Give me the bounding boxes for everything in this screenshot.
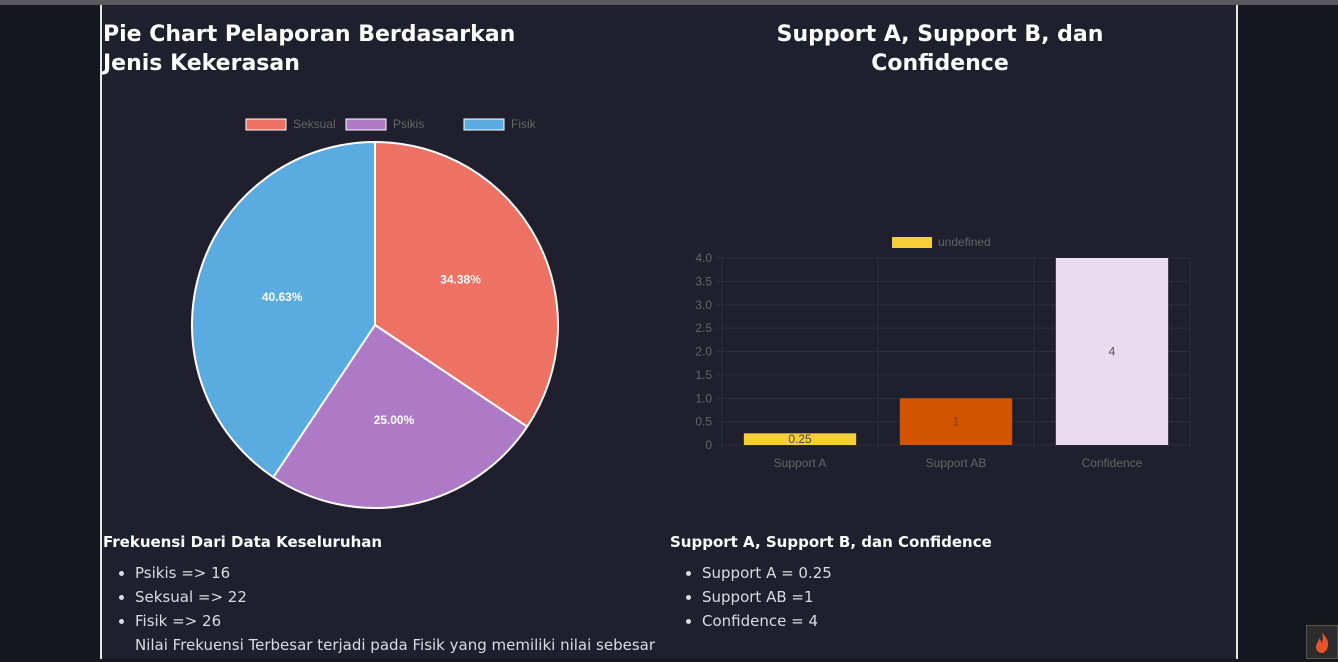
y-tick-label: 4.0	[695, 251, 712, 265]
flame-icon[interactable]	[1306, 625, 1338, 659]
pie-chart[interactable]: Seksual Psikis Fisik 34.38% 25.00% 40.63%	[180, 110, 570, 515]
legend-swatch[interactable]	[892, 237, 932, 248]
x-tick-label: Confidence	[1082, 456, 1143, 470]
legend-swatch-psikis[interactable]	[345, 118, 387, 131]
x-tick-label: Support A	[774, 456, 827, 470]
pie-label-seksual: 34.38%	[440, 272, 481, 286]
y-tick-label: 2.5	[695, 321, 712, 335]
legend-label[interactable]: undefined	[938, 235, 991, 249]
bar-chart-title: Support A, Support B, dan Confidence	[776, 22, 1104, 76]
y-tick-label: 3.5	[695, 274, 712, 288]
frequency-note: Nilai Frekuensi Terbesar terjadi pada Fi…	[135, 636, 656, 654]
browser-top-bar	[0, 0, 1338, 5]
support-heading: Support A, Support B, dan Confidence	[670, 533, 992, 551]
y-tick-label: 2.0	[695, 345, 712, 359]
bar-confidence[interactable]	[1055, 258, 1169, 445]
y-tick-label: 0	[705, 438, 712, 452]
list-item: Fisik => 26	[135, 609, 247, 633]
y-tick-label: 3.0	[695, 298, 712, 312]
pie-slice-psikis[interactable]	[271, 323, 529, 509]
bar-data-label: 0.25	[788, 432, 812, 446]
legend-swatch-seksual[interactable]	[245, 118, 287, 131]
bar-data-label: 1	[953, 415, 960, 429]
legend-swatch-fisik[interactable]	[463, 118, 505, 131]
pie-label-psikis: 25.00%	[374, 413, 415, 427]
y-tick-label: 1.5	[695, 368, 712, 382]
bar-support-ab[interactable]	[899, 398, 1013, 445]
frequency-list: Psikis => 16 Seksual => 22 Fisik => 26	[101, 561, 247, 633]
support-list: Support A = 0.25 Support AB =1 Confidenc…	[668, 561, 832, 633]
frequency-heading: Frekuensi Dari Data Keseluruhan	[103, 533, 383, 551]
x-tick-label: Support AB	[926, 456, 987, 470]
pie-label-fisik: 40.63%	[262, 290, 303, 304]
y-tick-label: 1.0	[695, 391, 712, 405]
list-item: Support AB =1	[702, 585, 832, 609]
legend-label-seksual[interactable]: Seksual	[293, 117, 336, 131]
y-tick-label: 0.5	[695, 415, 712, 429]
list-item: Support A = 0.25	[702, 561, 832, 585]
bar-data-label: 4	[1109, 345, 1116, 359]
list-item: Seksual => 22	[135, 585, 247, 609]
list-item: Confidence = 4	[702, 609, 832, 633]
list-item: Psikis => 16	[135, 561, 247, 585]
pie-slice-fisik[interactable]	[191, 140, 376, 479]
pie-chart-title: Pie Chart Pelaporan Berdasarkan Jenis Ke…	[103, 22, 516, 76]
bar-chart[interactable]: undefined 0 0.5 1.0 1.5 2.0 2.5 3.0 3.5 4.0 0.25 Su…	[680, 228, 1200, 478]
legend-label-psikis[interactable]: Psikis	[393, 117, 424, 131]
legend-label-fisik[interactable]: Fisik	[511, 117, 537, 131]
bar-support-a[interactable]	[743, 433, 857, 445]
